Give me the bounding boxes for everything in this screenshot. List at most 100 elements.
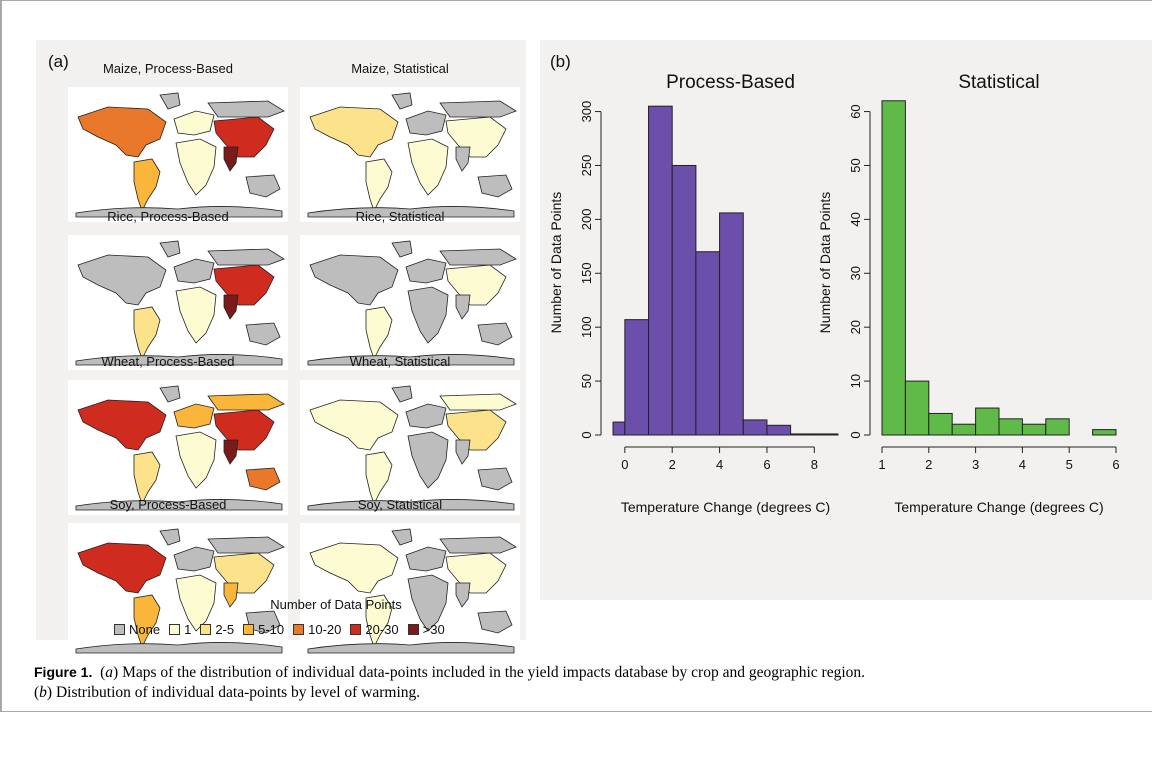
legend-swatch [243,624,255,635]
map-region [223,146,239,172]
map-title: Maize, Process-Based [102,61,234,76]
map-region [455,294,471,320]
legend-item: 1 [169,622,191,637]
legend-label: 1 [184,622,192,637]
histogram-bar [951,423,977,436]
histogram-title: Statistical [958,72,1039,93]
map-region [477,174,513,198]
y-tick-label: 20 [848,320,863,334]
histogram-bar [904,380,930,436]
legend-label: 10-20 [308,622,342,637]
map-region [175,138,217,196]
map-region [455,439,471,465]
y-tick-label: 0 [848,431,863,438]
x-tick-label: 2 [925,457,932,472]
y-tick-label: 30 [848,266,863,280]
x-tick-label: 8 [811,457,818,472]
world-map [68,235,288,370]
panel-b-label: (b) [550,52,571,71]
world-map [300,523,520,658]
map-region [439,536,517,554]
y-axis-label: Number of Data Points [817,192,833,334]
map-region [307,642,515,654]
histogram-bar [790,433,815,436]
legend-item: 20-30 [350,622,399,637]
histogram-bar [624,319,650,436]
x-tick-label: 6 [763,457,770,472]
legend-item: 10-20 [293,622,341,637]
histogram-bar [1045,418,1070,436]
legend-item: 2-5 [200,622,234,637]
map-region [307,354,515,366]
legend-label: 5-10 [258,622,285,637]
map-region [133,158,161,213]
map-region [173,110,215,136]
map-region [365,594,393,649]
map-region [207,536,285,554]
map-region [77,542,167,594]
map-region [407,138,449,196]
caption-b-letter: b [39,684,47,701]
x-tick-label: 4 [1019,457,1026,472]
x-tick-label: 1 [878,457,885,472]
legend-label: None [129,622,161,637]
map-region [159,528,181,546]
map-region [133,594,161,649]
map-region [173,546,215,572]
world-map [300,87,520,222]
map-region [407,574,449,632]
map-region [391,92,413,110]
map-region [175,574,217,632]
legend-swatch [114,624,125,635]
map-region [77,254,167,306]
y-tick-label: 10 [848,374,863,388]
map-title: Maize, Statistical [351,61,449,76]
map-region [407,431,449,489]
map-region [207,100,285,118]
map-region [365,306,393,361]
map-region [75,206,283,218]
map-region [159,240,181,258]
map-region [75,354,283,366]
map-region [245,174,281,198]
map-region [309,542,399,594]
x-tick-label: 3 [972,457,979,472]
map-region [309,106,399,158]
y-tick-label: 300 [579,101,594,123]
map-region [175,286,217,344]
map-region [173,258,215,284]
caption-figure-label: Figure 1. [34,664,93,680]
map-title: Wheat, Statistical [349,354,451,369]
legend-item: >30 [407,622,445,637]
y-tick-label: 50 [848,158,863,172]
map-region [173,403,215,429]
y-tick-label: 50 [579,374,594,388]
legend: None 1 2-5 5-10 10-20 20-30 >30 [114,622,445,637]
map-title: Rice, Statistical [355,209,445,224]
x-tick-label: 2 [669,457,676,472]
map-region [307,206,515,218]
map-region [309,254,399,306]
map-region [307,499,515,511]
figure-caption: Figure 1. (a) Maps of the distribution o… [34,664,866,701]
legend-label: 2-5 [215,622,235,637]
legend-label: 20-30 [365,622,399,637]
x-tick-label: 6 [1112,457,1119,472]
legend-item: None [114,622,160,637]
map-title: Soy, Statistical [357,497,443,512]
map-region [391,240,413,258]
legend-swatch [407,624,419,635]
x-tick-label: 5 [1066,457,1073,472]
map-region [133,451,161,506]
map-region [391,528,413,546]
y-tick-label: 40 [848,212,863,226]
map-region [439,248,517,266]
world-map [300,380,520,515]
histogram-bar [881,100,906,436]
legend-swatch [293,624,305,635]
y-tick-label: 200 [579,209,594,231]
map-region [439,100,517,118]
map-region [77,106,167,158]
map-region [405,258,447,284]
